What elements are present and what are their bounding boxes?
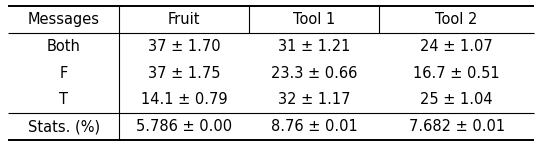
Text: 24 ± 1.07: 24 ± 1.07 — [420, 39, 493, 54]
Text: Messages: Messages — [28, 12, 100, 27]
Text: Tool 1: Tool 1 — [293, 12, 335, 27]
Text: 31 ± 1.21: 31 ± 1.21 — [278, 39, 351, 54]
Text: 37 ± 1.70: 37 ± 1.70 — [148, 39, 221, 54]
Text: 5.786 ± 0.00: 5.786 ± 0.00 — [136, 119, 233, 134]
Text: 8.76 ± 0.01: 8.76 ± 0.01 — [271, 119, 358, 134]
Text: Stats. (%): Stats. (%) — [28, 119, 100, 134]
Text: 23.3 ± 0.66: 23.3 ± 0.66 — [271, 66, 358, 80]
Text: F: F — [60, 66, 68, 80]
Text: Tool 2: Tool 2 — [435, 12, 478, 27]
Text: Fruit: Fruit — [168, 12, 201, 27]
Text: T: T — [59, 92, 68, 107]
Text: 25 ± 1.04: 25 ± 1.04 — [421, 92, 493, 107]
Text: 16.7 ± 0.51: 16.7 ± 0.51 — [414, 66, 500, 80]
Text: 14.1 ± 0.79: 14.1 ± 0.79 — [141, 92, 228, 107]
Text: 7.682 ± 0.01: 7.682 ± 0.01 — [409, 119, 505, 134]
Text: 32 ± 1.17: 32 ± 1.17 — [278, 92, 351, 107]
Text: Both: Both — [47, 39, 81, 54]
Text: 37 ± 1.75: 37 ± 1.75 — [148, 66, 221, 80]
